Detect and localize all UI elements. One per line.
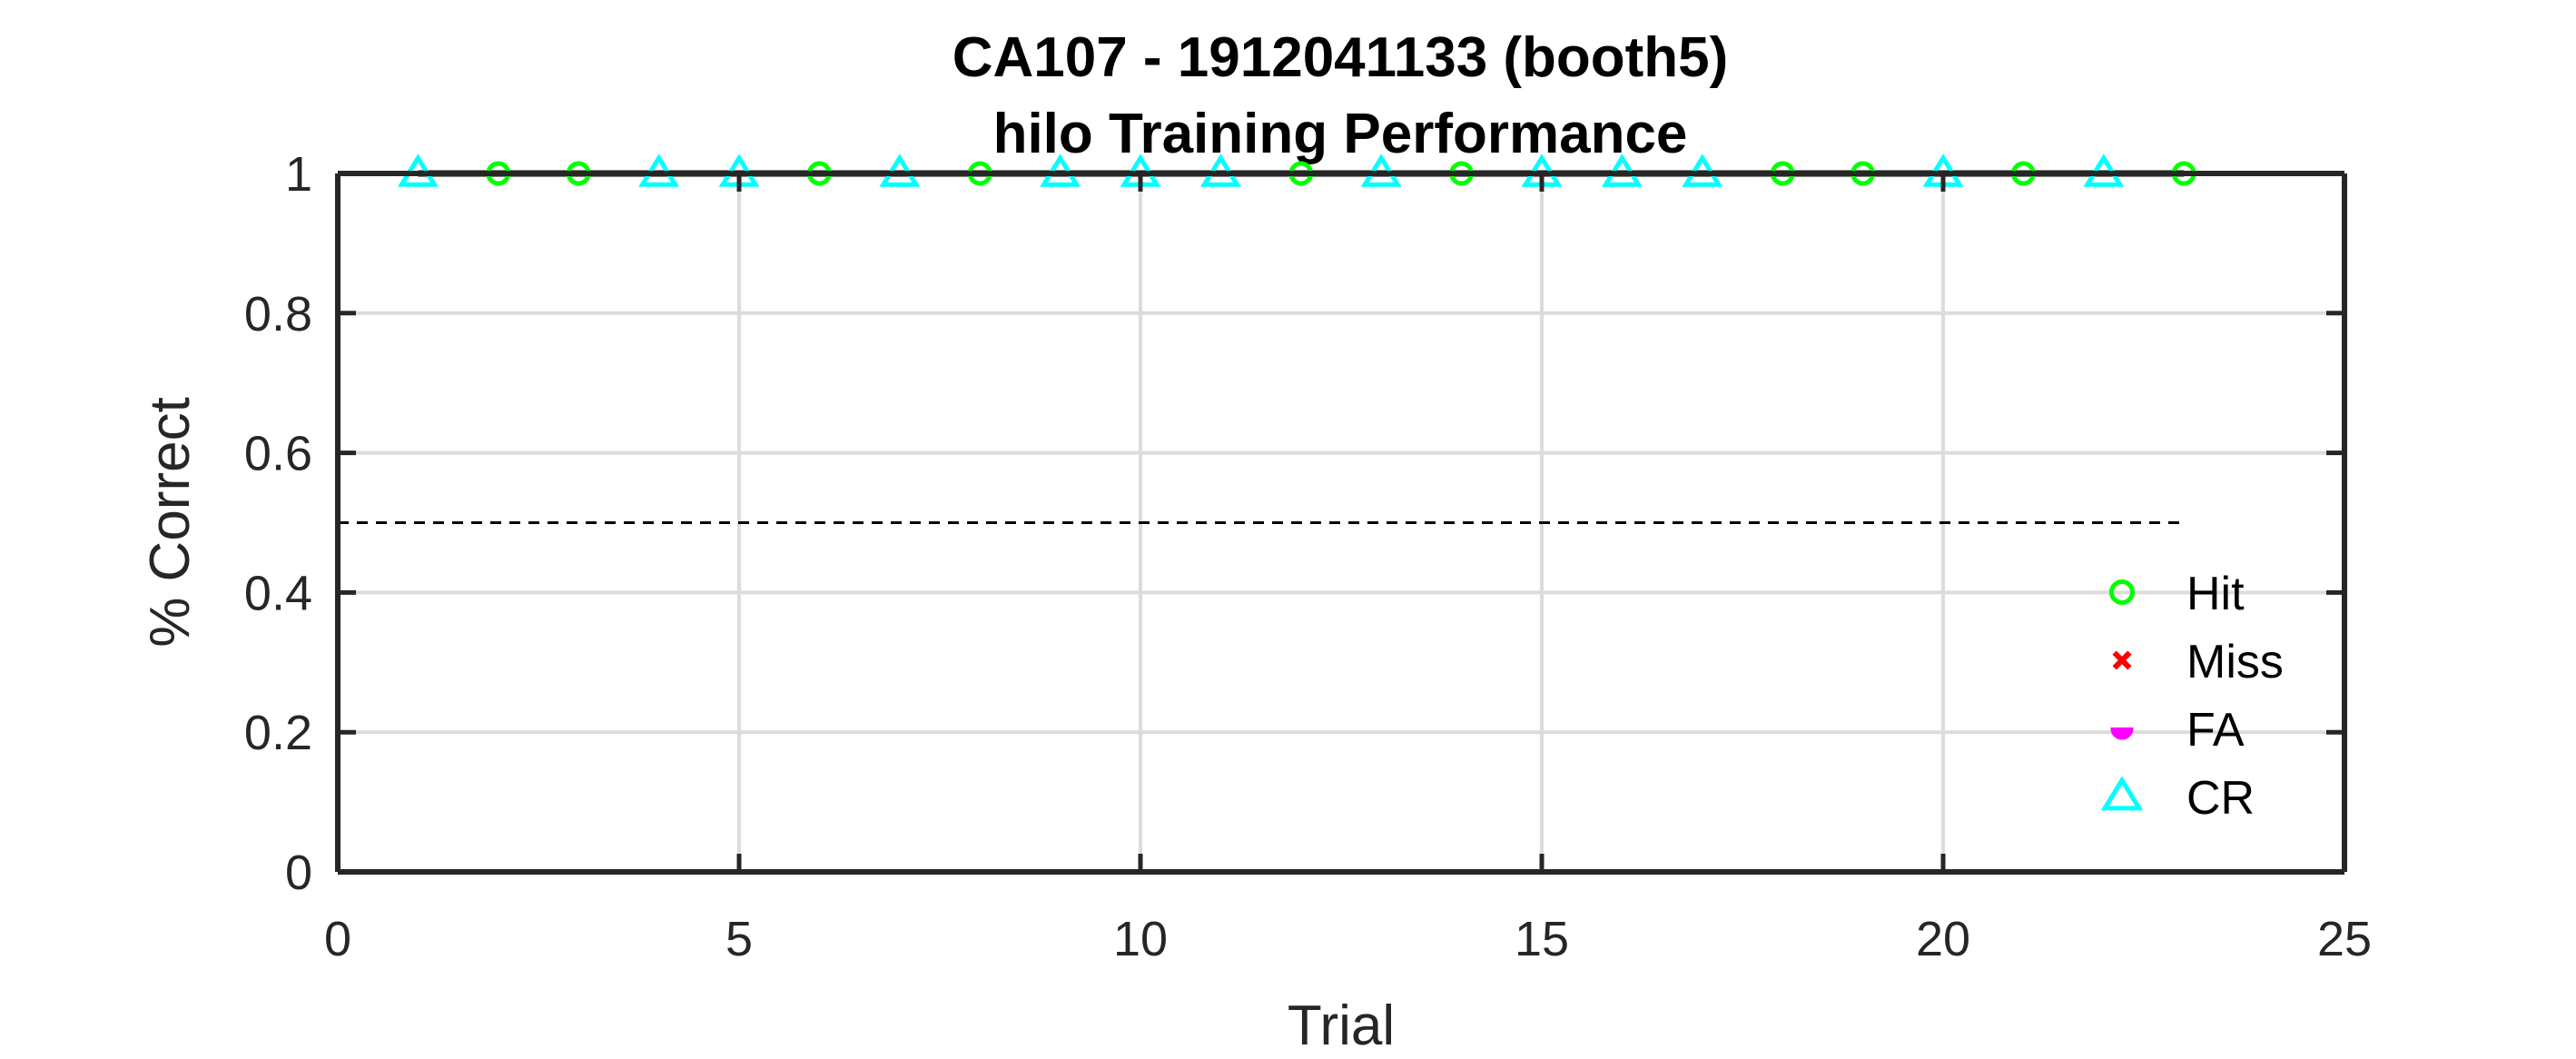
legend-label-hit: Hit — [2186, 568, 2245, 620]
x-tick-label: 25 — [2317, 912, 2372, 966]
chart-subtitle: hilo Training Performance — [993, 103, 1688, 165]
y-tick-label: 0 — [285, 846, 312, 900]
legend-cr-marker — [2100, 776, 2144, 811]
x-tick-label: 5 — [725, 912, 753, 966]
x-tick-label: 10 — [1113, 912, 1168, 966]
y-tick-label: 0.6 — [244, 427, 312, 481]
y-tick-labels: 0 0.2 0.4 0.6 0.8 1 — [244, 147, 312, 900]
x-tick-labels: 0 5 10 15 20 25 — [324, 912, 2372, 966]
x-tick-label: 15 — [1515, 912, 1569, 966]
y-tick-label: 0.2 — [244, 706, 312, 760]
x-tick-label: 0 — [324, 912, 351, 966]
y-tick-label: 0.4 — [244, 566, 312, 620]
y-tick-label: 0.8 — [244, 287, 312, 341]
legend-fa-marker — [2110, 727, 2134, 740]
axes — [335, 171, 2347, 875]
legend-label-cr: CR — [2186, 772, 2255, 825]
x-axis-label: Trial — [1288, 995, 1395, 1057]
legend-label-miss: Miss — [2186, 636, 2284, 688]
legend: Hit Miss FA CR — [2100, 568, 2284, 825]
x-tick-label: 20 — [1916, 912, 1970, 966]
chart-title: CA107 - 1912041133 (booth5) — [952, 26, 1729, 89]
legend-label-fa: FA — [2186, 704, 2245, 757]
y-axis-label: % Correct — [139, 397, 202, 648]
y-tick-label: 1 — [285, 147, 312, 202]
legend-hit-marker — [2108, 579, 2136, 606]
legend-miss-marker — [2112, 650, 2132, 670]
